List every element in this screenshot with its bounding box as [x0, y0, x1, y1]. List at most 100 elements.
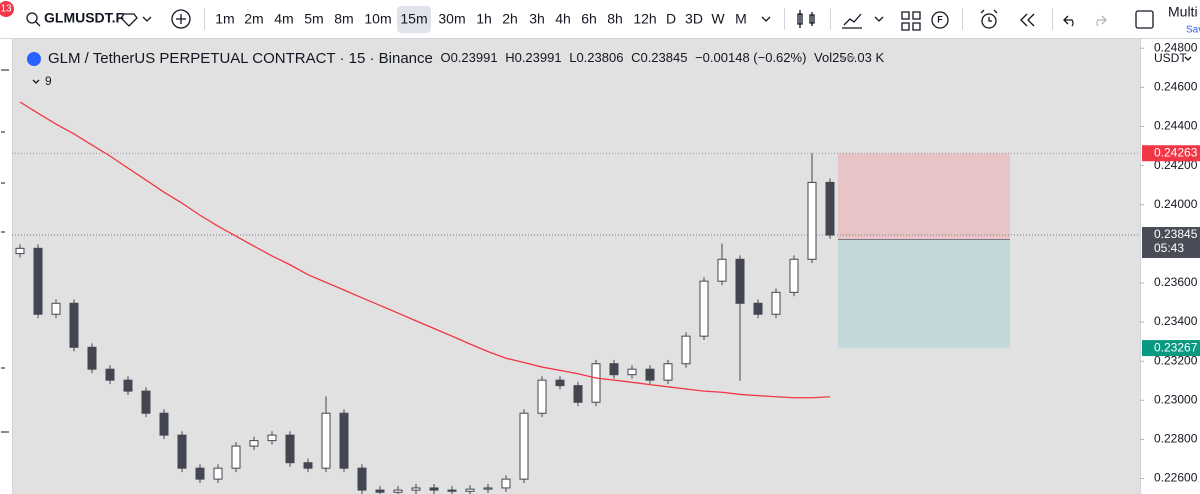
price-badge-label: 0.24263: [1154, 145, 1198, 159]
legend: GLM / TetherUS PERPETUAL CONTRACT · 15 ·…: [48, 50, 884, 67]
y-tick-label: 0.24800: [1154, 40, 1198, 54]
interval[interactable]: 8m: [334, 11, 353, 27]
chart-type-icon[interactable]: [797, 10, 815, 28]
collapse-chevron[interactable]: [32, 79, 40, 84]
candle-body: [591, 363, 601, 403]
interval[interactable]: 12h: [633, 11, 656, 27]
y-tick-label: 0.24000: [1154, 197, 1198, 211]
candle-body: [123, 379, 133, 392]
indicators-icon[interactable]: [842, 13, 862, 29]
y-tick-label: 0.23000: [1154, 392, 1198, 406]
candle-body: [15, 247, 25, 255]
currency[interactable]: USDT: [1154, 51, 1187, 65]
legend-low: L0.23806: [569, 50, 623, 65]
layout-checkbox[interactable]: [1135, 10, 1154, 29]
symbol[interactable]: GLMUSDT.F: [44, 10, 125, 26]
f-button[interactable]: [931, 11, 949, 29]
candle-body: [375, 489, 385, 493]
candle-body: [303, 462, 313, 469]
candle-body: [159, 412, 169, 436]
price-badge-label: 0.23845: [1154, 227, 1198, 241]
legend-more[interactable]: •••: [841, 50, 856, 66]
candle-body: [141, 390, 151, 414]
price-axis: [1140, 39, 1200, 494]
save-label[interactable]: Sav: [1186, 25, 1200, 36]
y-tick-label: 0.24400: [1154, 119, 1198, 133]
y-tick-label: 0.22600: [1154, 471, 1198, 485]
notification-badge[interactable]: [0, 1, 14, 17]
candle-body: [519, 412, 529, 480]
candle-body: [213, 467, 223, 480]
candle-body: [231, 445, 241, 469]
legend-close: C0.23845: [631, 50, 687, 65]
interval[interactable]: 8h: [607, 11, 623, 27]
candle-body: [357, 467, 367, 491]
candle-body: [735, 258, 745, 304]
interval[interactable]: M: [735, 11, 747, 27]
alert-icon[interactable]: [981, 13, 997, 29]
interval[interactable]: 3D: [685, 11, 703, 27]
add-symbol[interactable]: [171, 9, 191, 29]
candle-body: [465, 488, 475, 492]
chevron: [761, 16, 771, 22]
candle-body: [321, 412, 331, 469]
chevron: [142, 16, 152, 22]
legend-change: −0.00148 (−0.62%): [695, 50, 806, 65]
interval[interactable]: 5m: [304, 11, 323, 27]
interval[interactable]: 30m: [438, 11, 465, 27]
candle-body: [681, 335, 691, 365]
chevron: [874, 16, 884, 22]
candle-body: [717, 258, 727, 282]
interval[interactable]: W: [711, 11, 725, 27]
interval[interactable]: D: [666, 11, 676, 27]
price-badge: [1142, 145, 1200, 162]
interval[interactable]: 1m: [215, 11, 234, 27]
candle-body: [429, 487, 439, 491]
candle-body: [753, 302, 763, 315]
interval[interactable]: 10m: [364, 11, 391, 27]
interval[interactable]: 4h: [555, 11, 571, 27]
interval[interactable]: 4m: [274, 11, 293, 27]
candle-body: [51, 302, 61, 315]
price-badge: [1142, 340, 1200, 357]
left-toolbar: [0, 39, 12, 494]
layout-name[interactable]: Multi: [1168, 4, 1198, 20]
active-interval-bg: [397, 6, 431, 33]
alert-icon: [980, 9, 998, 22]
layouts-icon[interactable]: [901, 11, 921, 31]
candle-body: [33, 247, 43, 315]
countdown: 05:43: [1154, 241, 1184, 255]
candle-body: [447, 489, 457, 492]
interval[interactable]: 6h: [581, 11, 597, 27]
candle-body: [285, 434, 295, 464]
legend-high: H0.23991: [505, 50, 561, 65]
candle-body: [537, 379, 547, 414]
legend-title: GLM / TetherUS PERPETUAL CONTRACT · 15 ·…: [48, 50, 433, 67]
interval[interactable]: 2m: [244, 11, 263, 27]
add-symbol-plus: [176, 14, 186, 24]
candle-body: [501, 478, 511, 489]
candle-body: [555, 379, 565, 387]
currency-chevron: [1184, 56, 1192, 61]
candle-body: [663, 363, 673, 381]
price-badge: [1142, 227, 1200, 259]
symbol-logo: [27, 52, 41, 66]
interval[interactable]: 1h: [476, 11, 492, 27]
candle-body: [393, 489, 403, 493]
candle-body: [195, 467, 205, 480]
diamond-icon: [120, 13, 138, 27]
replay-icon[interactable]: [1020, 13, 1035, 27]
interval[interactable]: 15m: [400, 11, 427, 27]
target-zone: [838, 239, 1010, 349]
candle-body: [609, 363, 619, 376]
undo[interactable]: [1063, 15, 1074, 27]
interval[interactable]: 3h: [529, 11, 545, 27]
y-tick-label: 0.23400: [1154, 314, 1198, 328]
candle-body: [483, 487, 493, 490]
redo[interactable]: [1096, 15, 1107, 27]
search-icon: [26, 12, 38, 24]
interval[interactable]: 2h: [502, 11, 518, 27]
candle-body: [339, 412, 349, 469]
